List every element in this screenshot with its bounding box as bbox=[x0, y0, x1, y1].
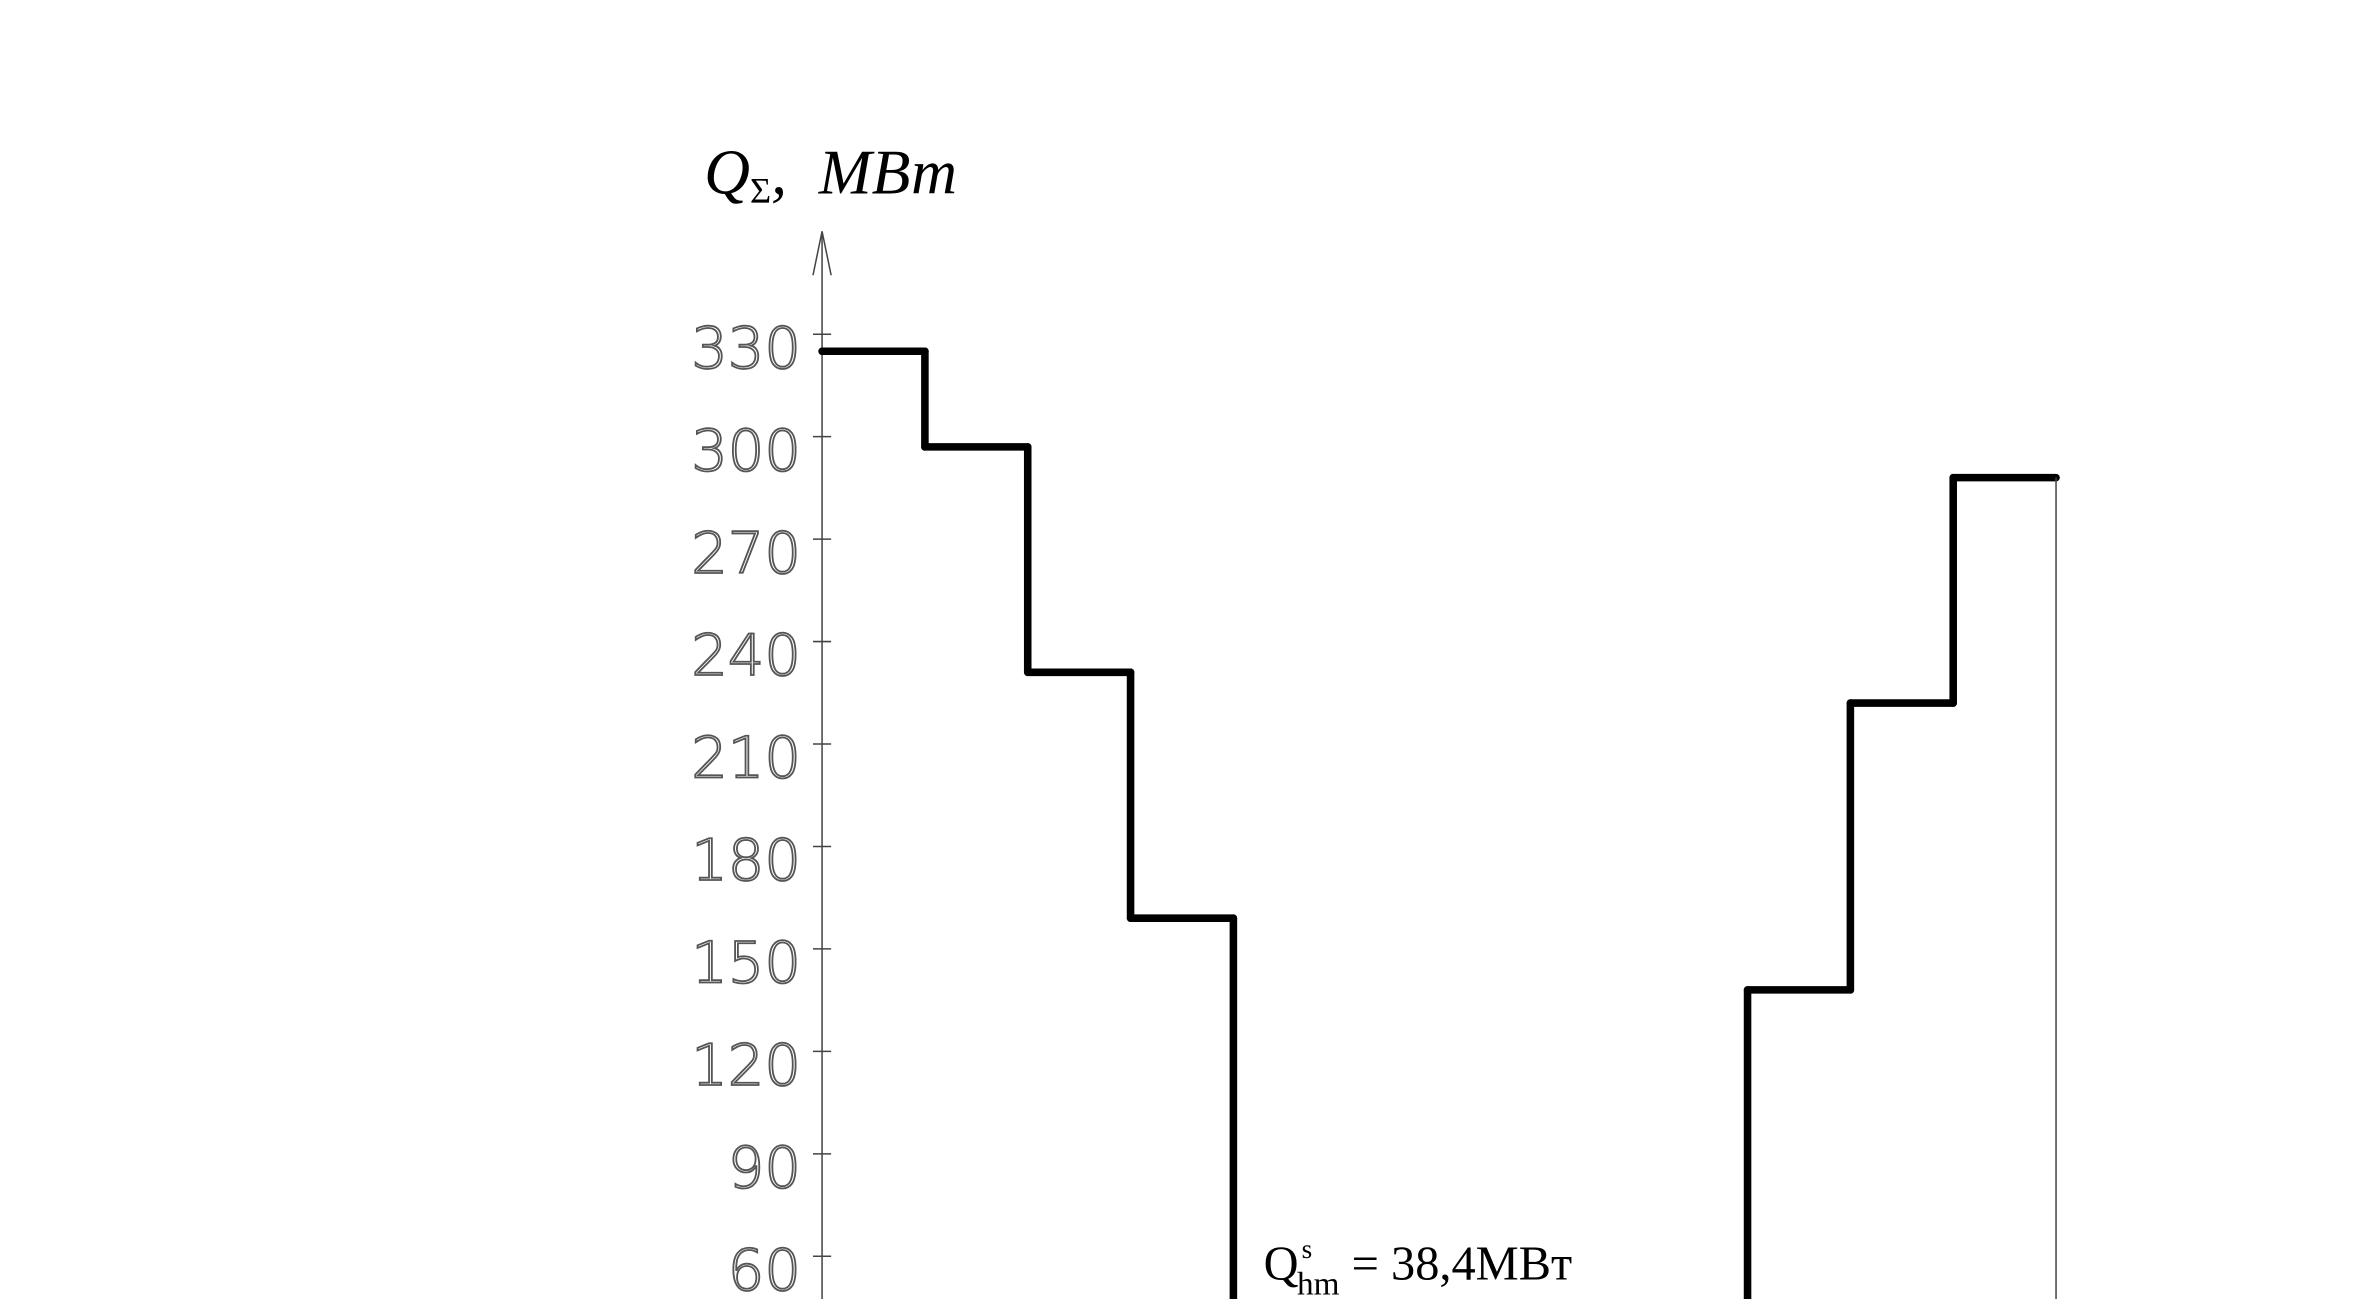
y-label-symbol: Q bbox=[704, 137, 750, 208]
annotation-sup: s bbox=[1302, 1234, 1313, 1264]
annotation-sub: hm bbox=[1297, 1265, 1340, 1299]
annotation-text: = 38,4МВт bbox=[1352, 1237, 1572, 1290]
y-tick-label: 60 bbox=[728, 1237, 801, 1299]
y-tick-label: 120 bbox=[691, 1032, 801, 1099]
y-label-unit: , МВт bbox=[771, 137, 957, 208]
annotation-symbol: Q bbox=[1264, 1237, 1299, 1290]
y-tick-label: 210 bbox=[691, 725, 801, 792]
y-tick-label: 270 bbox=[691, 520, 801, 587]
y-tick-label: 90 bbox=[728, 1134, 801, 1201]
y-label-sub: Σ bbox=[750, 171, 771, 211]
y-axis-arrow bbox=[812, 231, 832, 276]
y-axis-label: QΣ, МВт bbox=[704, 137, 957, 211]
y-tick-label: 240 bbox=[691, 622, 801, 689]
y-tick-label: 300 bbox=[691, 417, 801, 484]
y-tick-label: 150 bbox=[691, 930, 801, 997]
y-tick-label: 180 bbox=[691, 827, 801, 894]
y-tick-label: 330 bbox=[691, 315, 801, 382]
